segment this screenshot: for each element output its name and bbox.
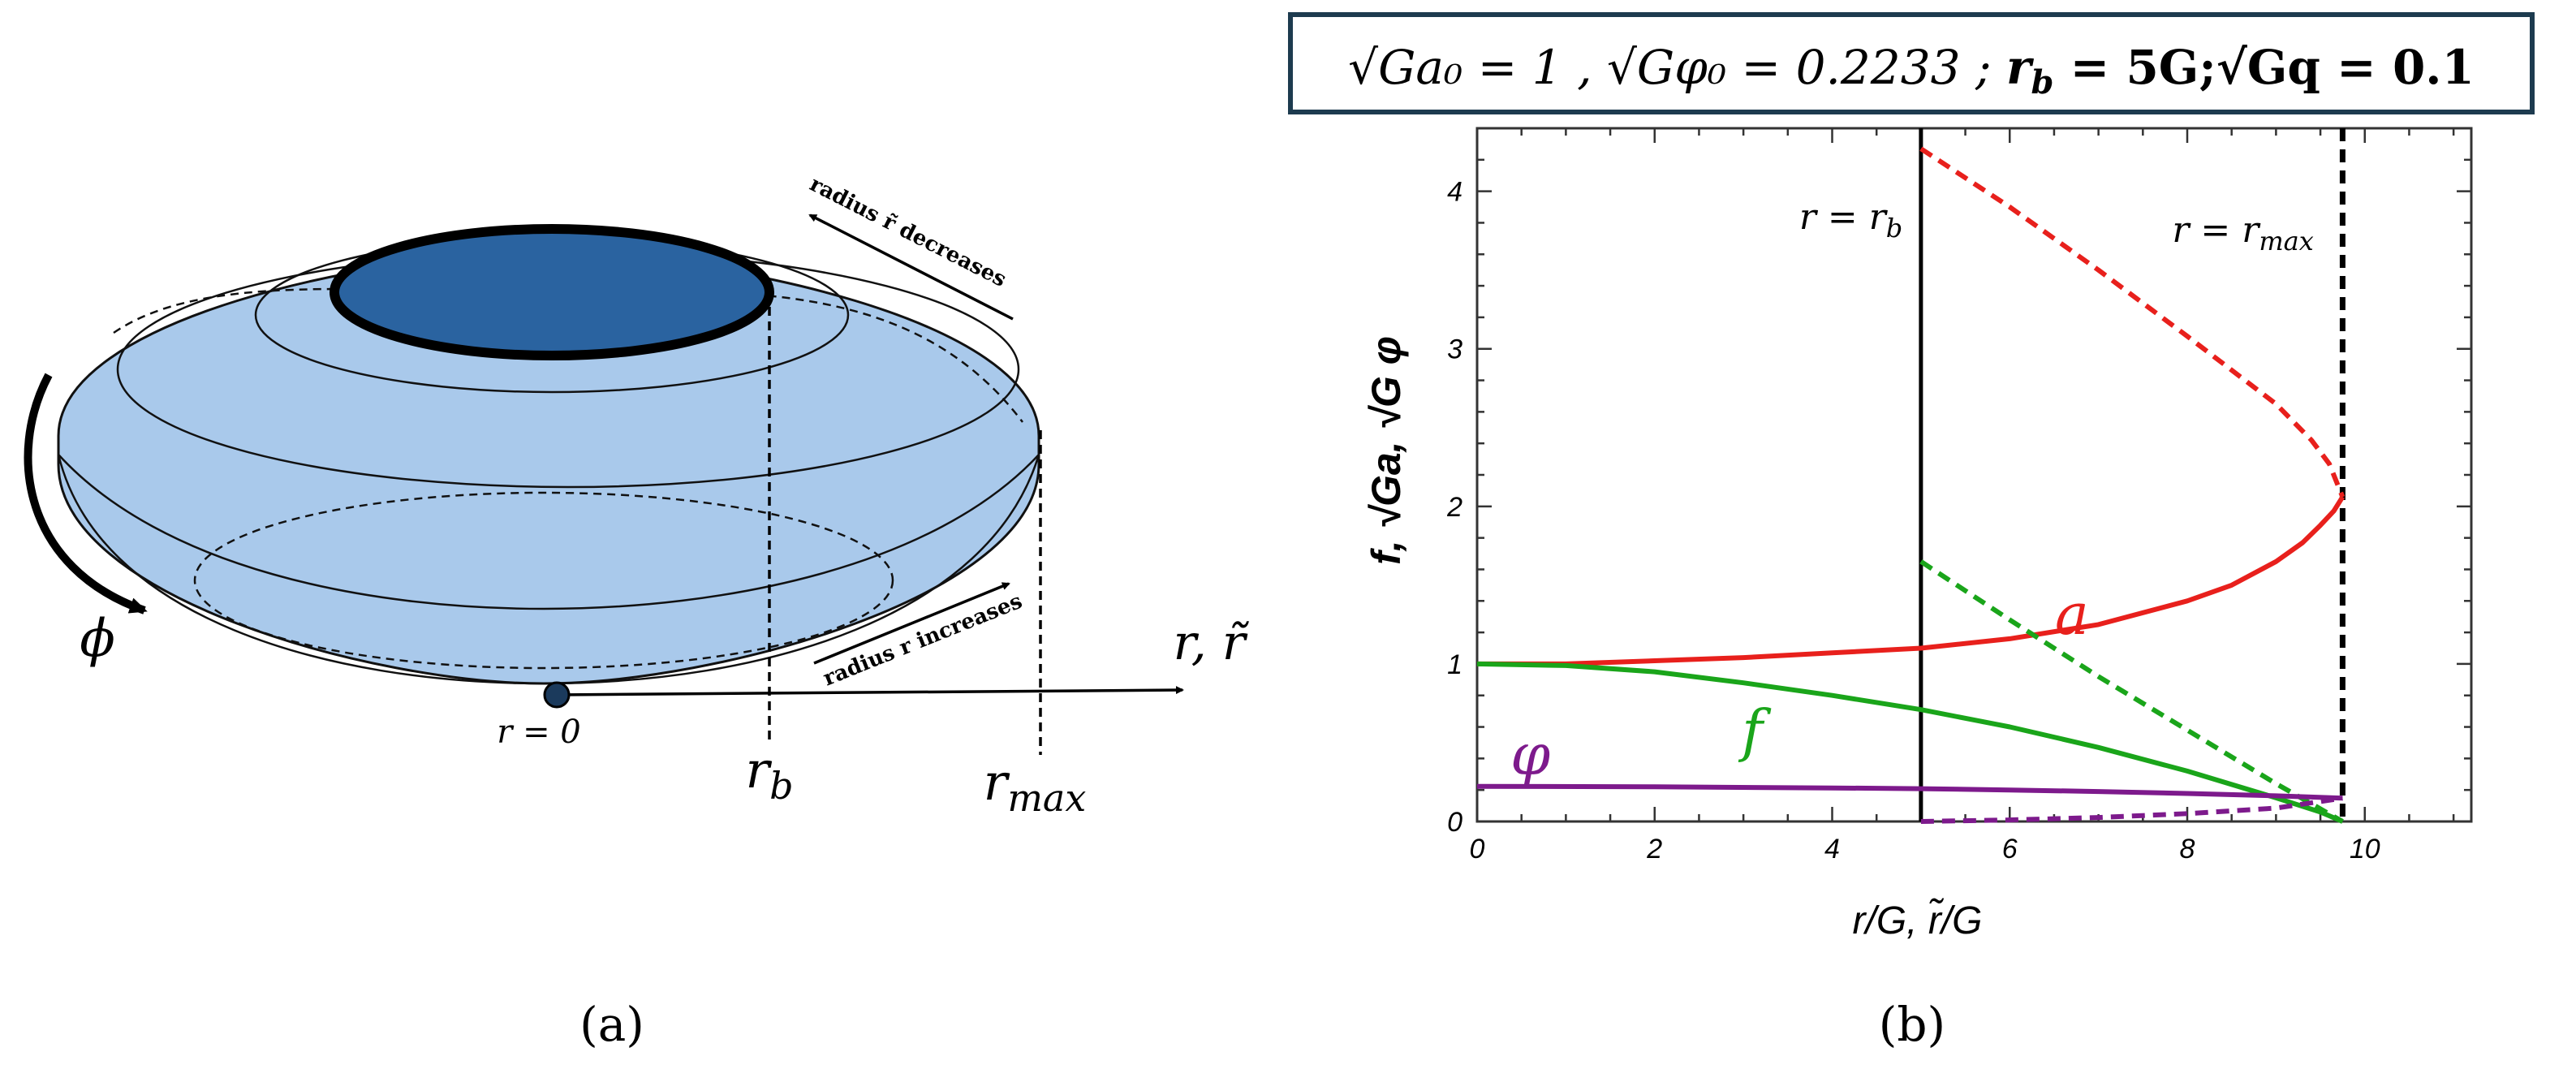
parameter-header-box — [1288, 12, 2535, 114]
rb-vline-label-sub: b — [1886, 213, 1902, 244]
rb-label-sub: b — [769, 764, 793, 808]
rmax-vline-label-main: r = r — [2172, 209, 2261, 251]
series-line-0 — [1477, 495, 2345, 666]
y-axis-label: f, √Ga, √G φ — [1363, 336, 1409, 565]
rb-vline-label-main: r = r — [1799, 196, 1889, 238]
disk-equator — [58, 454, 1040, 610]
caption-b: (b) — [1879, 997, 1945, 1052]
series-line-2 — [1476, 661, 2344, 824]
panel-b: √Ga₀ = 1 , √Gφ₀ = 0.2233 ; rb = 5G;√Gq =… — [1288, 12, 2535, 1052]
x-axis-label: r/G, r̃/G — [1853, 898, 1983, 942]
rmax-vline-label: r = rmax — [2172, 209, 2313, 257]
increases-arrow — [813, 582, 1010, 665]
x-tick-label: 4 — [1824, 834, 1840, 865]
origin-label: r = 0 — [497, 714, 581, 751]
decreases-arrow — [808, 213, 1014, 321]
phi-label: ϕ — [80, 609, 115, 669]
series-line-4 — [1476, 783, 2343, 801]
rb-label-main: r — [745, 740, 772, 800]
y-tick-label: 3 — [1447, 334, 1462, 365]
disk-hidden-bottom — [193, 491, 894, 670]
series-name-label: φ — [1510, 722, 1550, 788]
series-line-5 — [1920, 796, 2343, 824]
plot-frame — [1475, 127, 2473, 823]
rmax-vline-label-sub: max — [2259, 226, 2313, 257]
panel-a: ϕ r, r̃ r = 0 rb rmax radius r̃ decrease… — [24, 172, 1250, 1052]
radial-axis — [556, 686, 1184, 696]
y-tick-label: 0 — [1447, 807, 1462, 838]
rmax-label-sub: max — [1007, 776, 1086, 820]
rmax-label: rmax — [984, 752, 1087, 820]
inner-boundary-disk — [330, 224, 774, 360]
header-part2-sub: b — [2031, 63, 2054, 101]
parameter-header: √Ga₀ = 1 , √Gφ₀ = 0.2233 ; rb = 5G;√Gq =… — [1348, 40, 2475, 101]
header-part2: r — [2006, 40, 2035, 95]
series-name-label: f — [1738, 698, 1772, 765]
x-tick-label: 10 — [2350, 834, 2380, 865]
rmax-label-main: r — [984, 752, 1010, 812]
x-tick-label: 8 — [2180, 834, 2195, 865]
x-tick-label: 2 — [1646, 834, 1662, 865]
header-part1: √Ga₀ = 1 , √Gφ₀ = 0.2233 ; — [1348, 40, 2006, 95]
rb-vline-label: r = rb — [1799, 196, 1902, 244]
series-line-3 — [1919, 559, 2344, 824]
series-line-1 — [1919, 146, 2346, 498]
x-tick-label: 0 — [1470, 834, 1485, 865]
rotation-arrow — [24, 373, 148, 614]
y-tick-label: 4 — [1447, 177, 1462, 208]
rb-label: rb — [745, 740, 793, 808]
caption-a: (a) — [579, 997, 644, 1052]
y-tick-label: 1 — [1447, 649, 1462, 680]
series-name-label: a — [2055, 581, 2089, 648]
disk-rim-edge — [57, 454, 1040, 685]
origin-dot — [543, 681, 571, 709]
header-part4: √Gq = 0.1 — [2216, 40, 2475, 95]
axis-label: r, r̃ — [1174, 614, 1250, 671]
header-part3: = 5G; — [2053, 40, 2216, 95]
x-tick-label: 6 — [2002, 834, 2018, 865]
y-tick-label: 2 — [1446, 492, 1462, 523]
